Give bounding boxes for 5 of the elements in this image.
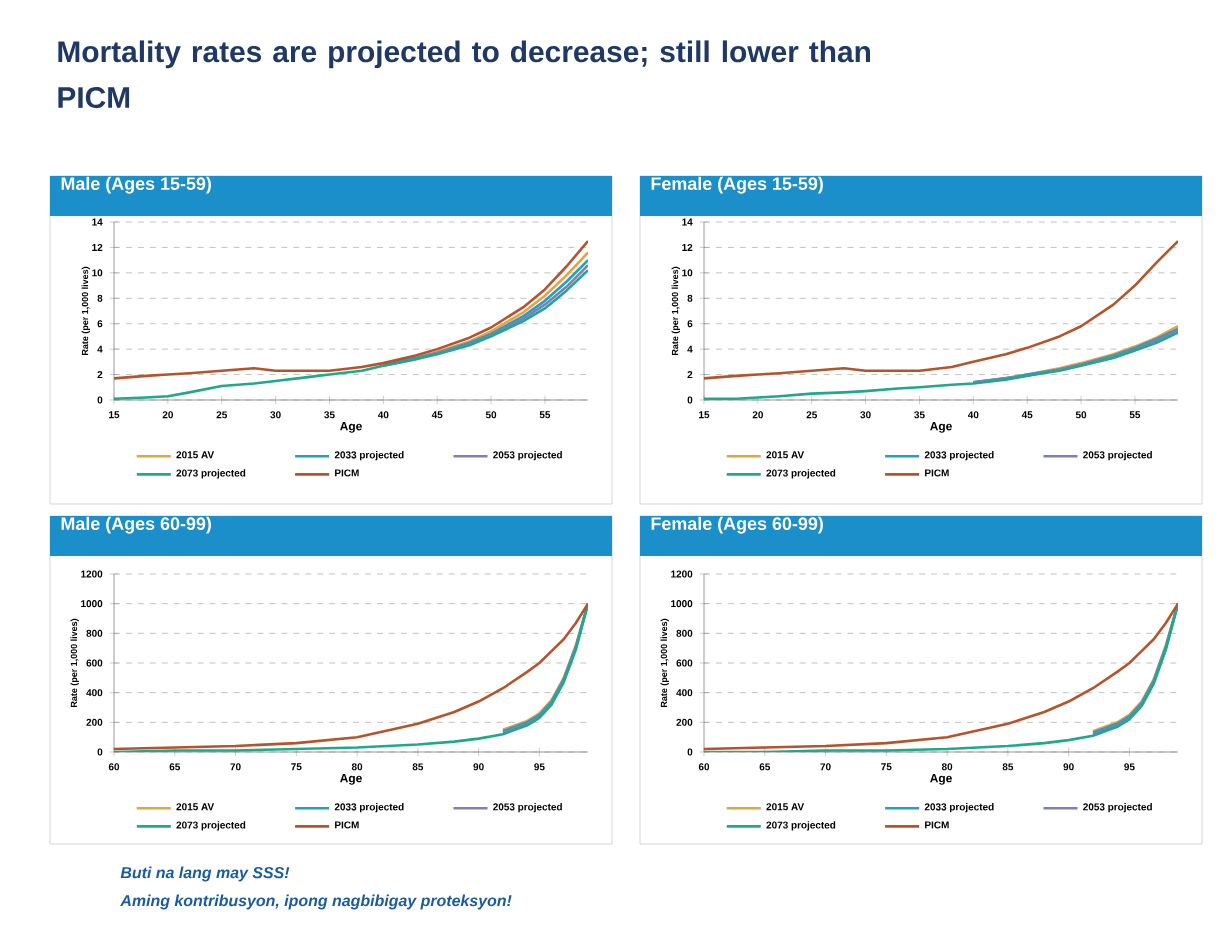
- chart-title: Male (Ages 15-59): [61, 176, 211, 194]
- chart-title: Male (Ages 60-99): [61, 516, 211, 534]
- text: Mortality rates are projected to decrease; still lower than PICM: [58, 40, 871, 109]
- chart-title: Female (Ages 60-99): [651, 516, 823, 534]
- chart-title: Female (Ages 15-59): [651, 176, 823, 194]
